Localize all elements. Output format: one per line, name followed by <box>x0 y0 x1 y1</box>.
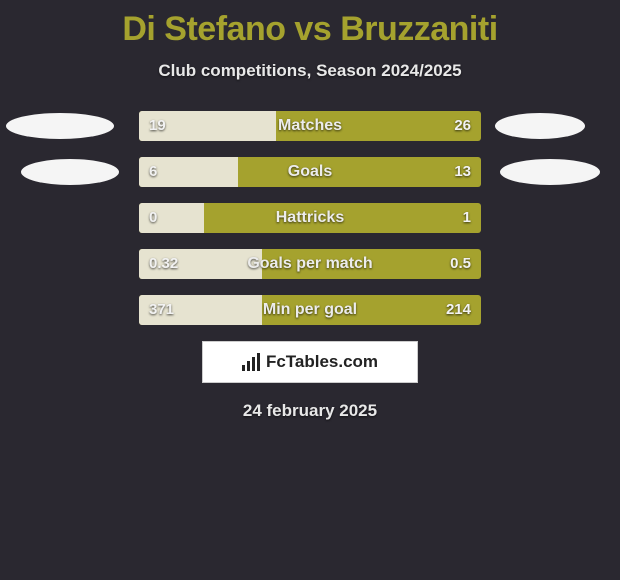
stat-left-value: 0 <box>149 203 157 233</box>
logo-text: FcTables.com <box>266 352 378 372</box>
bars-icon <box>242 353 262 371</box>
team-badge-left <box>6 113 114 139</box>
bar-track <box>139 203 481 233</box>
page-title: Di Stefano vs Bruzzaniti <box>0 0 620 49</box>
stat-right-value: 214 <box>446 295 471 325</box>
stat-right-value: 0.5 <box>450 249 471 279</box>
stat-left-value: 0.32 <box>149 249 178 279</box>
stat-right-value: 13 <box>454 157 471 187</box>
stat-row: 01Hattricks <box>0 203 620 233</box>
fctables-logo[interactable]: FcTables.com <box>202 341 418 383</box>
stat-left-value: 19 <box>149 111 166 141</box>
stat-left-value: 6 <box>149 157 157 187</box>
bar-track <box>139 295 481 325</box>
team-badge-left <box>21 159 119 185</box>
stat-left-value: 371 <box>149 295 174 325</box>
team-badge-right <box>500 159 600 185</box>
bar-track <box>139 111 481 141</box>
date-line: 24 february 2025 <box>0 401 620 421</box>
stat-row: 371214Min per goal <box>0 295 620 325</box>
comparison-chart: 1926Matches613Goals01Hattricks0.320.5Goa… <box>0 111 620 325</box>
bar-track <box>139 249 481 279</box>
stat-row: 0.320.5Goals per match <box>0 249 620 279</box>
stat-right-value: 1 <box>463 203 471 233</box>
team-badge-right <box>495 113 585 139</box>
subtitle: Club competitions, Season 2024/2025 <box>0 61 620 81</box>
bar-track <box>139 157 481 187</box>
stat-right-value: 26 <box>454 111 471 141</box>
